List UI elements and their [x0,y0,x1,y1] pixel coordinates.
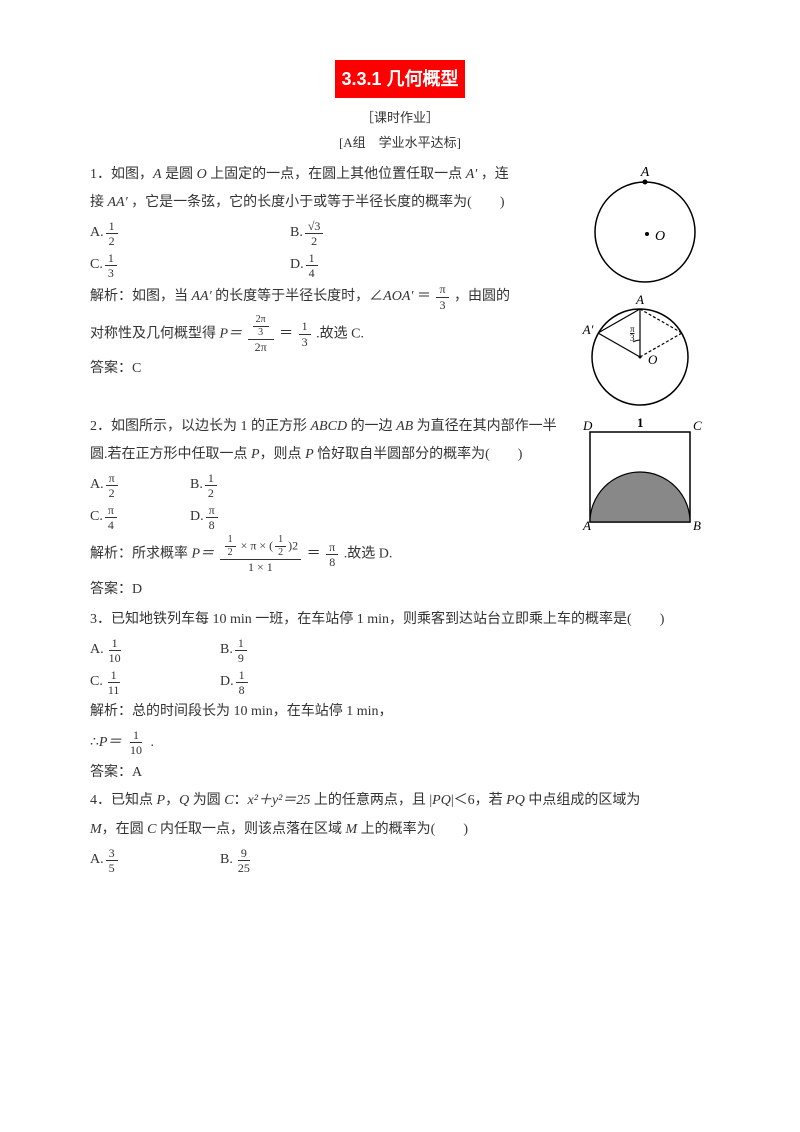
q4-opt-b: B. 925 [220,846,255,876]
q3-stem: 3．已知地铁列车每 10 min 一班，在车站停 1 min，则乘客到达站台立即… [90,607,710,634]
q4-options-ab: A. 35 B. 925 [90,846,710,876]
q3-options-ab: A. 110 B. 19 [90,636,710,666]
svg-text:A: A [582,518,591,532]
title-block: 3.3.1 几何概型 [90,60,710,98]
q3-opt-a: A. 110 [90,636,220,666]
figure-q1b: A A′ O π 3 [570,292,710,412]
q4-stem-1: 4．已知点 P，Q 为圆 C：x²＋y²＝25 上的任意两点，且 |PQ|＜6，… [90,788,710,815]
q3-solution-1: 解析：总的时间段长为 10 min，在车站停 1 min， [90,699,710,726]
svg-text:O: O [655,229,665,244]
q2-options-cd: C. π4 D. π8 [90,503,562,533]
svg-text:A: A [635,292,644,307]
q3-opt-d: D. 18 [220,668,250,698]
q3-opt-b: B. 19 [220,636,249,666]
q1-opt-b: B. √32 [290,219,325,249]
q3-solution-2: ∴P＝ 110 . [90,728,710,758]
q2-answer: 答案：D [90,577,710,604]
section-label: [A组 学业水平达标] [90,131,710,156]
q4-stem-2: M，在圆 C 内任取一点，则该点落在区域 M 上的概率为( ) [90,817,710,844]
q1-options-cd: C. 13 D. 14 [90,251,572,281]
svg-text:D: D [582,418,593,433]
subtitle: ［课时作业］ [90,106,710,131]
q1-opt-c: C. 13 [90,251,290,281]
svg-text:A: A [640,165,650,180]
svg-text:3: 3 [630,333,635,343]
q2-solution: 解析：所求概率 P＝ 12 × π × (12)2 1 × 1 ＝ π8 .故选… [90,534,710,574]
figure-q2: D C A B 1 [570,412,710,532]
q4-opt-a: A. 35 [90,846,220,876]
q1-opt-a: A. 12 [90,219,290,249]
q2-opt-b: B. 12 [190,471,219,501]
figure-q1a: A O [580,162,710,292]
svg-text:B: B [693,518,701,532]
q2-opt-a: A. π2 [90,471,190,501]
content: A O 1．如图，A 是圆 O 上固定的一点，在圆上其他位置任取一点 A′ ，连… [90,162,710,876]
main-title: 3.3.1 几何概型 [335,60,464,98]
q3-options-cd: C. 111 D. 18 [90,668,710,698]
q3-opt-c: C. 111 [90,668,220,698]
svg-text:1: 1 [637,415,644,430]
q1-opt-d: D. 14 [290,251,320,281]
svg-text:O: O [648,352,658,367]
svg-text:C: C [693,418,702,433]
q2-opt-c: C. π4 [90,503,190,533]
q1-options-ab: A. 12 B. √32 [90,219,572,249]
svg-text:A′: A′ [582,322,594,337]
q3-answer: 答案：A [90,760,710,787]
q2-opt-d: D. π8 [190,503,220,533]
q2-options-ab: A. π2 B. 12 [90,471,562,501]
